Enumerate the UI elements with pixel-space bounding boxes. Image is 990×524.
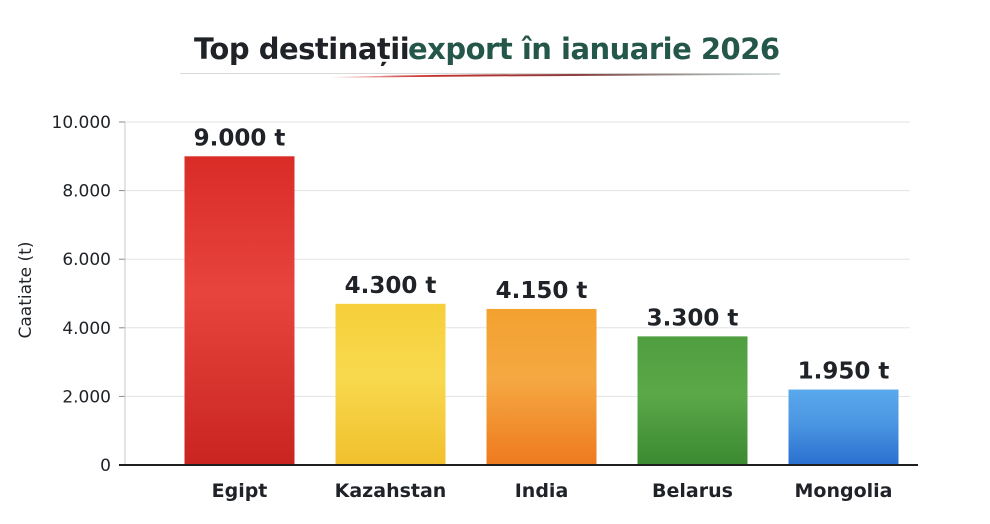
title-underline (180, 73, 780, 78)
title-part-1: Top destinații (194, 32, 410, 66)
data-label: 1.950 t (798, 359, 890, 385)
x-tick-label: Kazahstan (335, 480, 447, 502)
x-tick-label: Belarus (652, 480, 733, 502)
bar-mongolia (788, 389, 899, 465)
y-tick-label: 2.000 (62, 387, 111, 407)
data-label: 9.000 t (194, 125, 286, 151)
data-label: 4.150 t (496, 278, 588, 304)
bar-egipt (184, 156, 295, 466)
y-tick-label: 10.000 (52, 113, 111, 133)
chart-title: Top destinații export în ianuarie 2026 (180, 28, 780, 84)
data-label: 4.300 t (345, 273, 437, 299)
data-label: 3.300 t (647, 305, 739, 331)
y-tick-label: 8.000 (62, 182, 111, 202)
y-tick-label: 4.000 (62, 319, 111, 339)
title-part-2: export în ianuarie 2026 (408, 32, 780, 66)
bar-india (486, 308, 597, 465)
x-tick-label: Mongolia (795, 480, 893, 502)
x-tick-label: Egipt (212, 480, 268, 502)
y-tick-label: 0 (100, 456, 111, 476)
x-tick-label: India (515, 480, 569, 502)
bar-kazahstan (335, 303, 446, 465)
y-tick-label: 6.000 (62, 250, 111, 270)
bar-belarus (637, 336, 748, 465)
